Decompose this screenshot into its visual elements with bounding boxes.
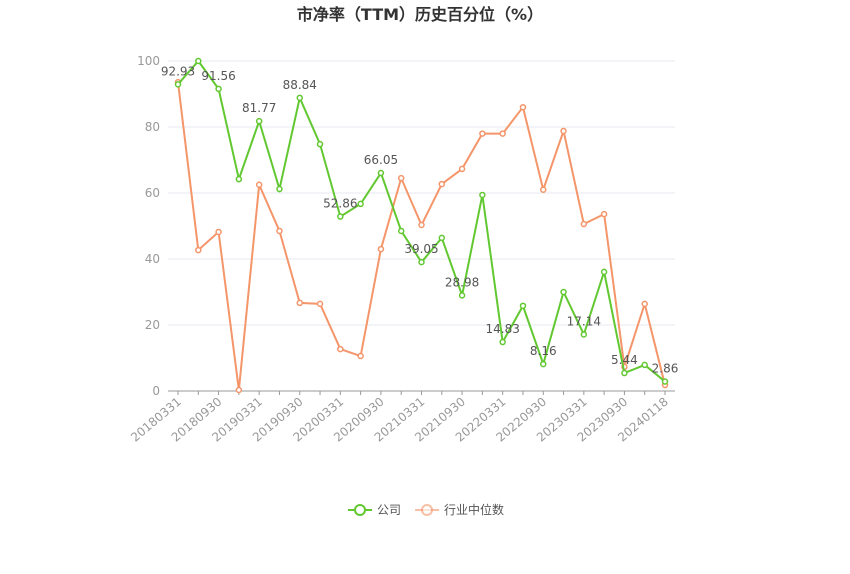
point <box>397 227 405 235</box>
data-label: 8.16 <box>530 344 557 358</box>
data-label: 39.05 <box>404 242 438 256</box>
point <box>296 94 303 102</box>
data-label: 52.86 <box>323 197 357 211</box>
point <box>418 221 425 229</box>
point <box>357 200 364 208</box>
point <box>255 181 263 188</box>
point <box>418 258 425 266</box>
point <box>397 174 405 182</box>
point <box>600 268 608 276</box>
point <box>641 361 648 369</box>
data-label: 91.56 <box>201 69 235 83</box>
point <box>195 246 202 254</box>
point <box>641 300 648 308</box>
data-label: 81.77 <box>242 101 276 115</box>
point <box>276 185 283 193</box>
data-label: 5.44 <box>611 353 638 367</box>
point <box>174 81 182 88</box>
point <box>499 130 506 137</box>
series-line <box>177 82 666 391</box>
data-label: 17.14 <box>567 314 601 328</box>
point <box>580 220 588 228</box>
point <box>621 369 628 377</box>
data-label: 14.83 <box>485 322 519 336</box>
point <box>195 57 202 65</box>
legend-marker <box>354 504 366 516</box>
point <box>458 165 466 173</box>
point <box>377 169 385 177</box>
point <box>316 300 324 308</box>
legend-label: 公司 <box>377 503 401 517</box>
point <box>540 360 547 368</box>
point <box>580 331 588 338</box>
point <box>540 186 547 193</box>
y-tick-label: 20 <box>145 318 160 332</box>
point <box>337 345 344 353</box>
y-tick-label: 40 <box>145 252 160 266</box>
data-label: 2.86 <box>652 362 679 376</box>
point <box>438 234 446 242</box>
point <box>215 85 222 93</box>
point <box>337 213 344 220</box>
y-tick-label: 60 <box>145 186 160 200</box>
data-label: 92.93 <box>161 64 195 78</box>
point <box>438 180 446 188</box>
point <box>479 191 486 199</box>
y-tick-label: 100 <box>137 54 160 68</box>
point <box>235 175 243 183</box>
point <box>560 127 567 135</box>
point <box>661 378 669 385</box>
data-label: 66.05 <box>364 153 398 167</box>
point <box>235 386 243 394</box>
point <box>377 245 385 253</box>
chart-title: 市净率（TTM）历史百分位（%） <box>297 5 543 24</box>
legend-marker <box>421 504 433 516</box>
point <box>499 338 506 346</box>
point <box>519 103 527 111</box>
legend-label: 行业中位数 <box>444 502 504 517</box>
data-label: 88.84 <box>283 78 317 92</box>
y-tick-label: 80 <box>145 120 160 134</box>
point <box>600 210 608 218</box>
point <box>519 302 527 310</box>
point <box>357 352 364 360</box>
point <box>296 299 303 307</box>
y-tick-label: 0 <box>152 384 160 398</box>
point <box>458 292 466 299</box>
data-label: 28.98 <box>445 275 479 289</box>
point <box>215 228 222 236</box>
point <box>560 288 567 296</box>
point <box>316 140 324 148</box>
point <box>479 130 486 137</box>
point <box>276 227 283 235</box>
point <box>255 117 263 125</box>
